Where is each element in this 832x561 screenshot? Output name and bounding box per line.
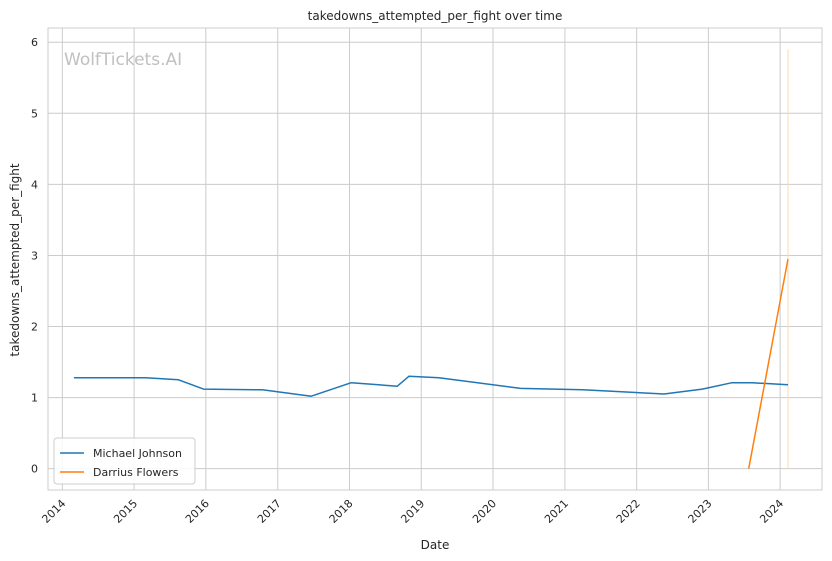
- y-tick-label: 4: [31, 178, 38, 191]
- legend-label: Darrius Flowers: [93, 466, 179, 479]
- y-tick-label: 3: [31, 249, 38, 262]
- chart-title: takedowns_attempted_per_fight over time: [308, 9, 563, 23]
- y-tick-label: 6: [31, 36, 38, 49]
- x-tick-label: 2018: [327, 497, 356, 526]
- series-layer: [73, 49, 789, 469]
- plot-frame: [47, 27, 823, 491]
- series-line: [73, 375, 789, 397]
- legend: Michael Johnson Darrius Flowers: [53, 437, 196, 485]
- x-tick-label: 2022: [614, 497, 643, 526]
- y-tick-label: 2: [31, 321, 38, 334]
- y-tick-label: 0: [31, 463, 38, 476]
- grid: [48, 28, 822, 490]
- series-line: [747, 258, 789, 469]
- x-tick-label: 2020: [470, 497, 499, 526]
- legend-label: Michael Johnson: [93, 447, 182, 460]
- x-axis-label: Date: [421, 538, 450, 552]
- y-tick-label: 1: [31, 392, 38, 405]
- x-tick-label: 2017: [255, 497, 284, 526]
- x-tick-label: 2021: [542, 497, 571, 526]
- x-tick-label: 2016: [183, 497, 212, 526]
- x-tick-label: 2024: [757, 497, 786, 526]
- x-tick-label: 2023: [686, 497, 715, 526]
- watermark: WolfTickets.AI: [64, 50, 182, 70]
- x-tick-label: 2019: [398, 497, 427, 526]
- x-tick-label: 2014: [39, 497, 68, 526]
- x-tick-label: 2015: [111, 497, 140, 526]
- y-tick-label: 5: [31, 107, 38, 120]
- y-axis-label: takedowns_attempted_per_fight: [8, 163, 22, 356]
- legend-box: [53, 437, 196, 485]
